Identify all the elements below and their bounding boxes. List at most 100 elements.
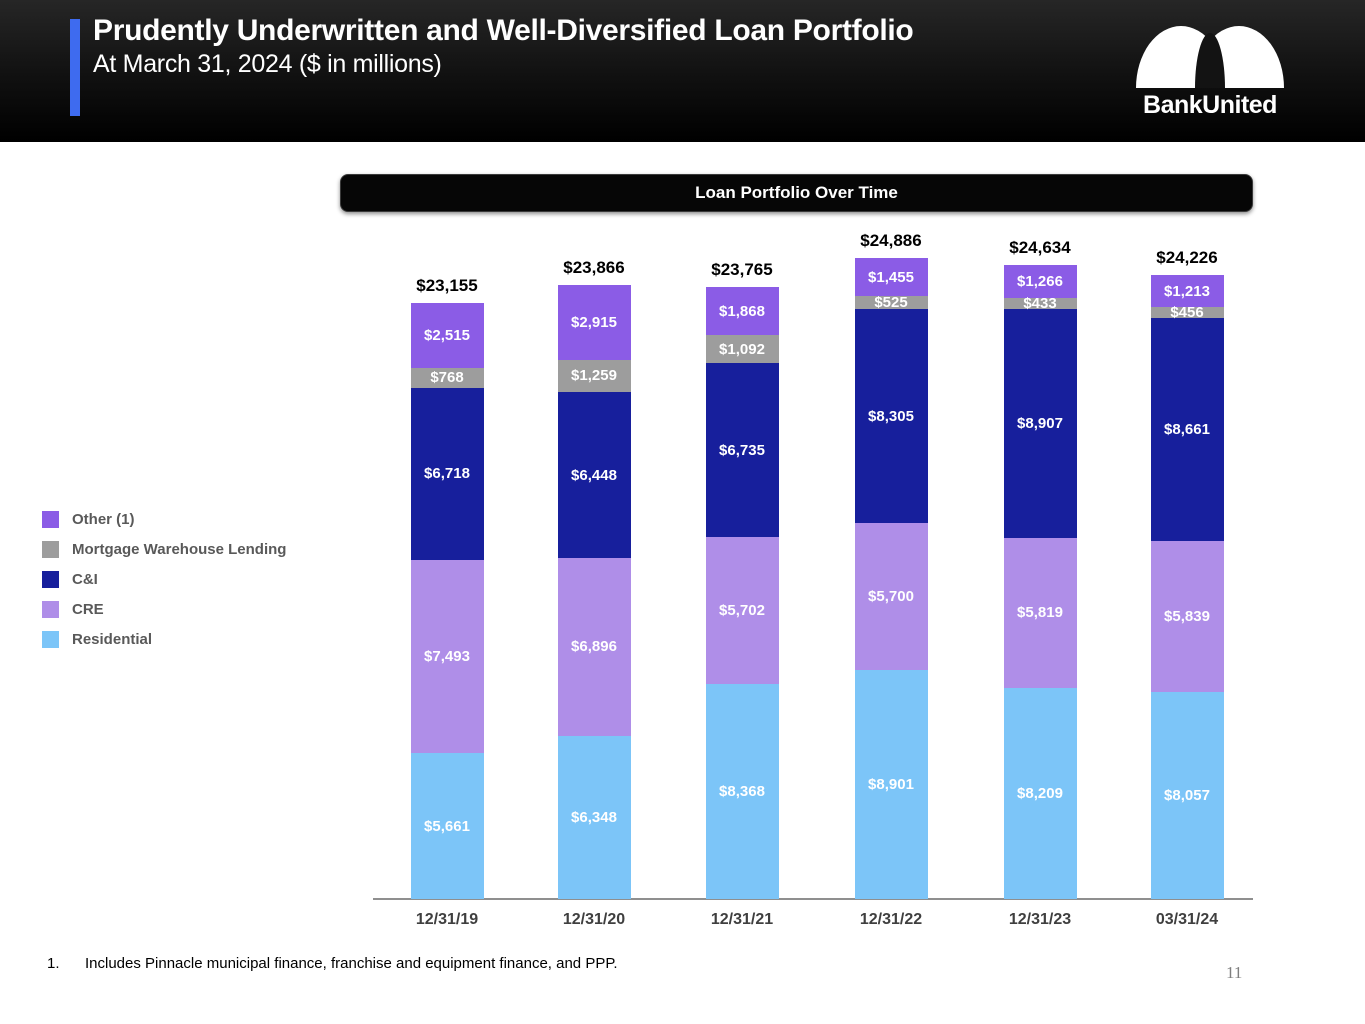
segment-value-label: $1,868: [719, 302, 765, 320]
bar-segment-cre: $5,839: [1150, 541, 1224, 692]
title-accent-bar: [70, 19, 80, 116]
bar-segment-cre: $5,700: [854, 523, 928, 670]
legend-item-other-1: Other (1): [42, 511, 286, 528]
x-axis-label: 12/31/23: [1008, 911, 1072, 928]
segment-value-label: $525: [874, 294, 908, 312]
bar-segment-c-i: $6,735: [705, 363, 779, 537]
page-subtitle: At March 31, 2024 ($ in millions): [93, 50, 442, 79]
bar-total-label: $23,155: [416, 276, 478, 295]
segment-value-label: $433: [1023, 294, 1057, 312]
segment-value-label: $5,819: [1017, 604, 1063, 622]
footnote: 1. Includes Pinnacle municipal finance, …: [47, 955, 618, 972]
footnote-text: Includes Pinnacle municipal finance, fra…: [85, 955, 618, 972]
segment-value-label: $1,092: [719, 340, 765, 358]
segment-value-label: $5,839: [1164, 607, 1210, 625]
segment-value-label: $6,896: [571, 638, 617, 656]
x-axis-label: 12/31/22: [859, 911, 923, 928]
bar-segment-mortgage-warehouse-lending: $525: [854, 294, 928, 312]
slide-header: Prudently Underwritten and Well-Diversif…: [0, 0, 1365, 142]
legend-label: Residential: [72, 631, 153, 648]
segment-value-label: $2,515: [424, 326, 470, 344]
segment-value-label: $1,259: [571, 367, 617, 385]
segment-value-label: $1,266: [1017, 272, 1063, 290]
legend-swatch-c-i: [42, 571, 59, 588]
bar-segment-mortgage-warehouse-lending: $456: [1150, 304, 1224, 322]
bar-segment-residential: $8,209: [1003, 687, 1077, 899]
legend-item-mortgage-warehouse-lending: Mortgage Warehouse Lending: [42, 541, 286, 558]
chart-title: Loan Portfolio Over Time: [695, 183, 898, 202]
bar-segment-mortgage-warehouse-lending: $768: [410, 367, 484, 388]
bar-segment-other-1: $1,266: [1003, 264, 1077, 298]
legend-label: C&I: [72, 571, 98, 588]
segment-value-label: $5,700: [868, 588, 914, 606]
bar-total-label: $23,765: [711, 260, 773, 280]
segment-value-label: $8,057: [1164, 786, 1210, 804]
bankunited-logo: BankUnited: [1133, 18, 1287, 120]
legend-item-residential: Residential: [42, 631, 286, 648]
logo-wordmark: BankUnited: [1143, 91, 1277, 119]
bar-segment-residential: $5,661: [410, 753, 484, 899]
bar-segment-cre: $5,819: [1003, 537, 1077, 688]
legend-item-c-i: C&I: [42, 571, 286, 588]
bar-total-label: $23,866: [563, 257, 625, 277]
bar-segment-c-i: $6,448: [557, 392, 631, 559]
segment-value-label: $2,915: [571, 313, 617, 331]
segment-value-label: $5,702: [719, 601, 765, 619]
title-block: Prudently Underwritten and Well-Diversif…: [93, 14, 1033, 79]
legend-swatch-cre: [42, 601, 59, 618]
bar-segment-other-1: $1,455: [854, 258, 928, 296]
chart-title-bar: Loan Portfolio Over Time: [340, 174, 1253, 212]
bar-segment-cre: $6,896: [557, 558, 631, 736]
bar-segment-c-i: $8,907: [1003, 308, 1077, 538]
bar-segment-c-i: $8,305: [854, 309, 928, 524]
segment-value-label: $8,901: [868, 775, 914, 793]
chart-legend: Other (1) Mortgage Warehouse Lending C&I CR…: [42, 511, 286, 661]
legend-label: Other (1): [72, 511, 135, 528]
page-number: 11: [1226, 963, 1243, 982]
legend-item-cre: CRE: [42, 601, 286, 618]
bar-segment-residential: $8,901: [854, 669, 928, 899]
segment-value-label: $7,493: [424, 648, 470, 666]
x-axis-label: 12/31/19: [415, 911, 479, 928]
legend-label: CRE: [72, 601, 104, 618]
page-title: Prudently Underwritten and Well-Diversif…: [93, 14, 914, 47]
segment-value-label: $1,213: [1164, 282, 1210, 300]
bar-segment-other-1: $2,915: [557, 284, 631, 360]
segment-value-label: $8,305: [868, 407, 914, 425]
x-axis-label: 03/31/24: [1155, 911, 1219, 928]
footnote-number: 1.: [47, 955, 60, 972]
segment-value-label: $6,448: [571, 466, 617, 484]
bar-segment-cre: $5,702: [705, 536, 779, 684]
bar-segment-other-1: $1,868: [705, 287, 779, 336]
bar-segment-cre: $7,493: [410, 560, 484, 754]
segment-value-label: $6,718: [424, 465, 470, 483]
bar-segment-c-i: $8,661: [1150, 318, 1224, 542]
segment-value-label: $8,368: [719, 782, 765, 800]
bar-segment-mortgage-warehouse-lending: $1,092: [705, 335, 779, 364]
bar-total-label: $24,634: [1009, 237, 1071, 257]
segment-value-label: $1,455: [868, 268, 914, 286]
segment-value-label: $768: [430, 369, 464, 387]
bar-segment-other-1: $1,213: [1150, 275, 1224, 307]
bar-segment-residential: $6,348: [557, 735, 631, 899]
segment-value-label: $8,907: [1017, 414, 1063, 432]
bar-segment-mortgage-warehouse-lending: $1,259: [557, 359, 631, 393]
x-axis-line: [373, 898, 1253, 900]
x-axis-label: 12/31/21: [710, 911, 774, 928]
legend-label: Mortgage Warehouse Lending: [72, 541, 287, 558]
segment-value-label: $6,348: [571, 808, 617, 826]
bar-segment-residential: $8,057: [1150, 691, 1224, 899]
legend-swatch-other-1: [42, 511, 59, 528]
bar-segment-residential: $8,368: [705, 683, 779, 899]
legend-swatch-mortgage-warehouse-lending: [42, 541, 59, 558]
x-axis-label: 12/31/20: [562, 911, 626, 928]
bar-segment-c-i: $6,718: [410, 387, 484, 561]
segment-value-label: $6,735: [719, 441, 765, 459]
bar-segment-mortgage-warehouse-lending: $433: [1003, 294, 1077, 312]
segment-value-label: $5,661: [424, 817, 470, 835]
bar-total-label: $24,226: [1156, 248, 1218, 268]
segment-value-label: $8,661: [1164, 421, 1210, 439]
bar-total-label: $24,886: [860, 231, 922, 251]
segment-value-label: $456: [1170, 304, 1204, 322]
